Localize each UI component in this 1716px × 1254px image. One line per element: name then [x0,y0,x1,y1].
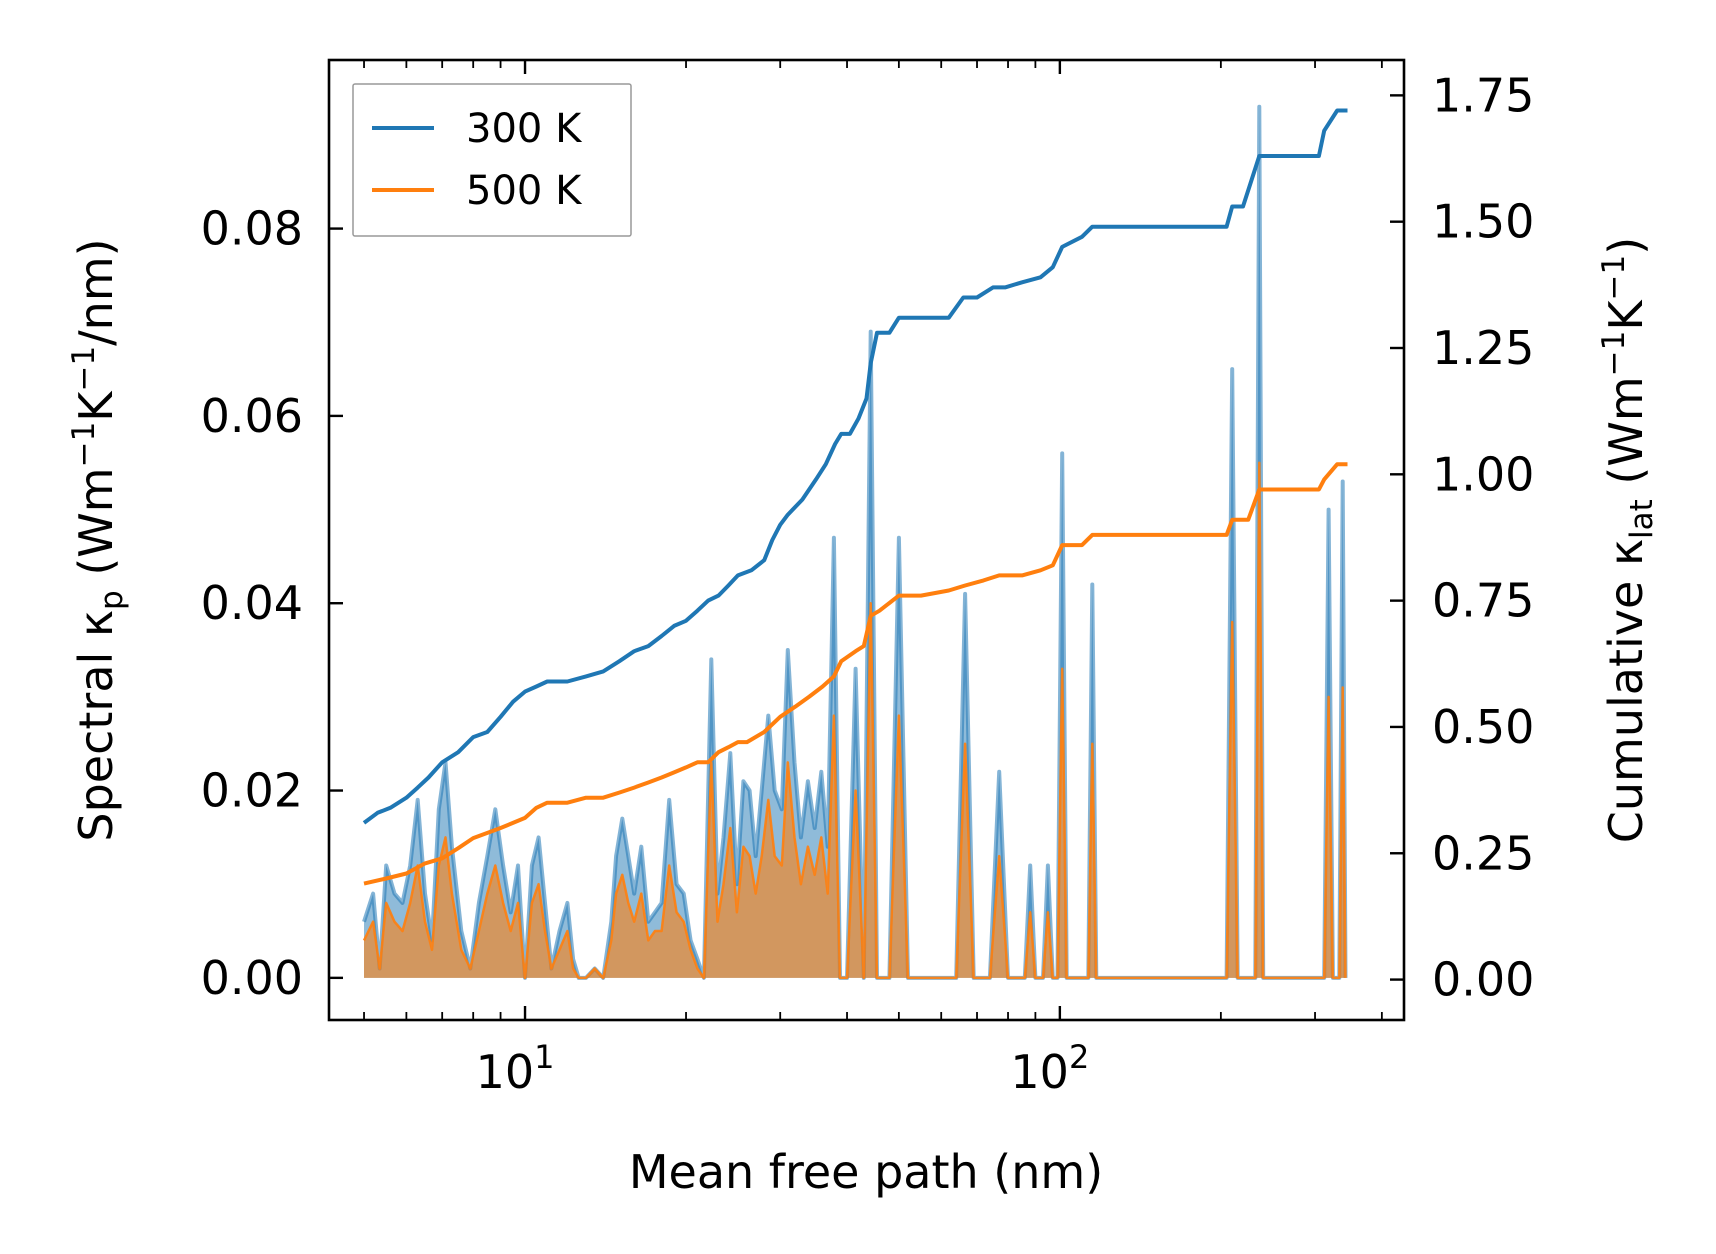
y-right-tick-label: 1.25 [1432,321,1534,375]
y-left-tick-label: 0.08 [201,202,303,256]
y-left-tick-label: 0.02 [201,764,303,818]
plot-area [362,104,1348,980]
cumulative-line-300k [362,108,1348,825]
x-tick-label: 101 [476,1038,555,1099]
x-axis-label: Mean free path (nm) [629,1145,1103,1199]
legend-frame [352,83,632,237]
axes-frame [327,58,1406,1022]
y-right-tick-label: 1.00 [1432,447,1534,501]
y-axis-right-label: Cumulative κlat (Wm−1K−1) [1596,237,1660,843]
legend-label-500k: 500 K [466,168,583,214]
y-right-tick-label: 0.00 [1432,953,1534,1007]
y-left-tick-label: 0.00 [201,951,303,1005]
spectral-area-500k [364,462,1346,978]
y-left-tick-label: 0.06 [201,389,303,443]
cumulative-line-500k [363,462,1348,886]
y-right-tick-label: 0.75 [1432,574,1534,628]
y-left-tick-label: 0.04 [201,576,303,630]
spectral-line-500k [362,461,1347,980]
x-tick-label: 102 [1010,1038,1089,1099]
legend-label-300k: 300 K [466,106,583,152]
y-axis-left-label: Spectral κp (Wm−1K−1/nm) [66,238,130,841]
y-right-tick-label: 0.25 [1432,826,1534,880]
y-right-tick-label: 1.50 [1432,195,1534,249]
legend: 300 K 500 K [352,83,632,237]
tick-layer: 0.00 0.02 0.04 0.06 0.08 0.00 0.25 0.50 0.75 1.00… [201,60,1534,1099]
y-right-tick-label: 1.75 [1432,68,1534,122]
y-right-tick-label: 0.50 [1432,700,1534,754]
